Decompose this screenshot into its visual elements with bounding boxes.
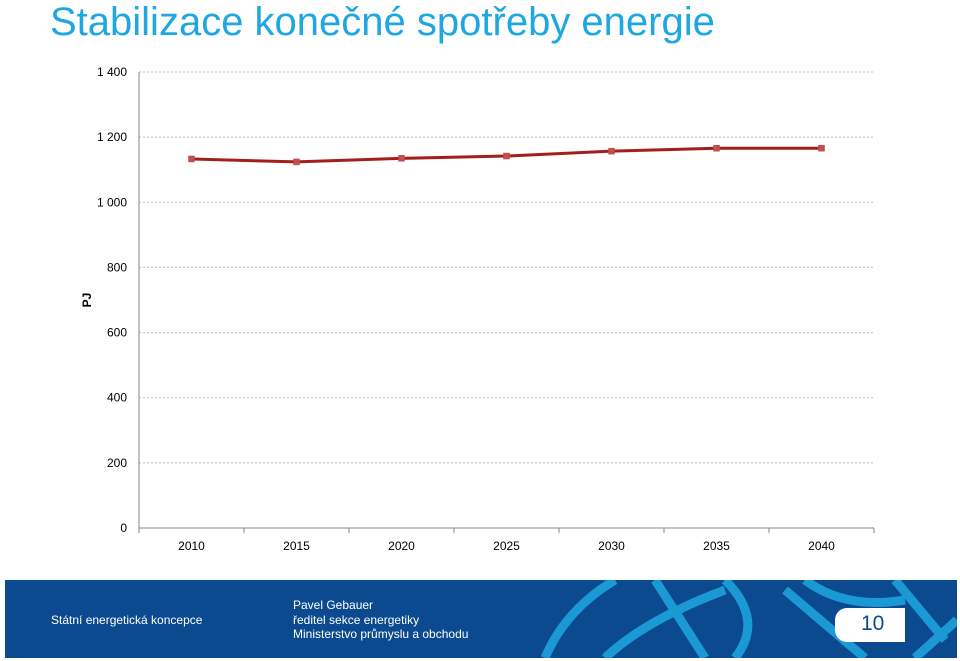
y-tick-label: 800 bbox=[107, 260, 127, 274]
x-tick-label: 2025 bbox=[493, 539, 520, 553]
x-tick-label: 2015 bbox=[283, 539, 310, 553]
page-number: 10 bbox=[861, 612, 885, 635]
x-tick-label: 2010 bbox=[178, 539, 205, 553]
footer-decoration bbox=[540, 580, 957, 658]
footer-organization: Státní energetická koncepce bbox=[51, 613, 203, 627]
footer-author: Pavel Gebauer ředitel sekce energetiky M… bbox=[293, 598, 468, 642]
data-point bbox=[293, 158, 300, 166]
axes bbox=[138, 72, 875, 533]
data-point bbox=[398, 155, 405, 162]
data-point bbox=[818, 144, 825, 152]
footer-author-name: Pavel Gebauer bbox=[293, 598, 374, 612]
y-tick-label: 1 000 bbox=[97, 195, 127, 209]
data-point bbox=[503, 152, 510, 160]
footer-author-role: ředitel sekce energetiky bbox=[293, 612, 420, 627]
slide-title: Stabilizace konečné spotřeby energie bbox=[50, 0, 715, 44]
y-tick-label: 1 200 bbox=[97, 130, 127, 144]
data-point bbox=[188, 155, 195, 163]
y-tick-label: 600 bbox=[107, 326, 127, 340]
grid-lines bbox=[139, 71, 874, 464]
x-tick-label: 2040 bbox=[808, 539, 835, 553]
y-tick-label: 0 bbox=[120, 521, 127, 535]
y-tick-labels: 0 200 400 600 800 1 000 1 200 1 400 bbox=[97, 65, 127, 535]
x-tick-labels: 2010 2015 2020 2025 2030 2035 2040 bbox=[178, 539, 835, 553]
data-point bbox=[608, 147, 615, 155]
y-tick-label: 400 bbox=[107, 391, 127, 405]
footer-bar: Státní energetická koncepce Pavel Gebaue… bbox=[5, 580, 957, 658]
y-tick-label: 200 bbox=[107, 456, 127, 470]
y-axis-label: PJ bbox=[80, 293, 94, 308]
footer-ministry: Ministerstvo průmyslu a obchodu bbox=[293, 627, 469, 641]
y-tick-label: 1 400 bbox=[97, 65, 127, 79]
x-tick-label: 2020 bbox=[388, 539, 415, 553]
line-chart: 0 200 400 600 800 1 000 1 200 1 400 2010 2015 202… bbox=[80, 65, 875, 553]
x-tick-label: 2035 bbox=[703, 539, 730, 553]
x-tick-label: 2030 bbox=[598, 539, 625, 553]
data-point bbox=[713, 144, 720, 152]
series bbox=[188, 144, 825, 166]
page-number-box bbox=[835, 608, 905, 642]
